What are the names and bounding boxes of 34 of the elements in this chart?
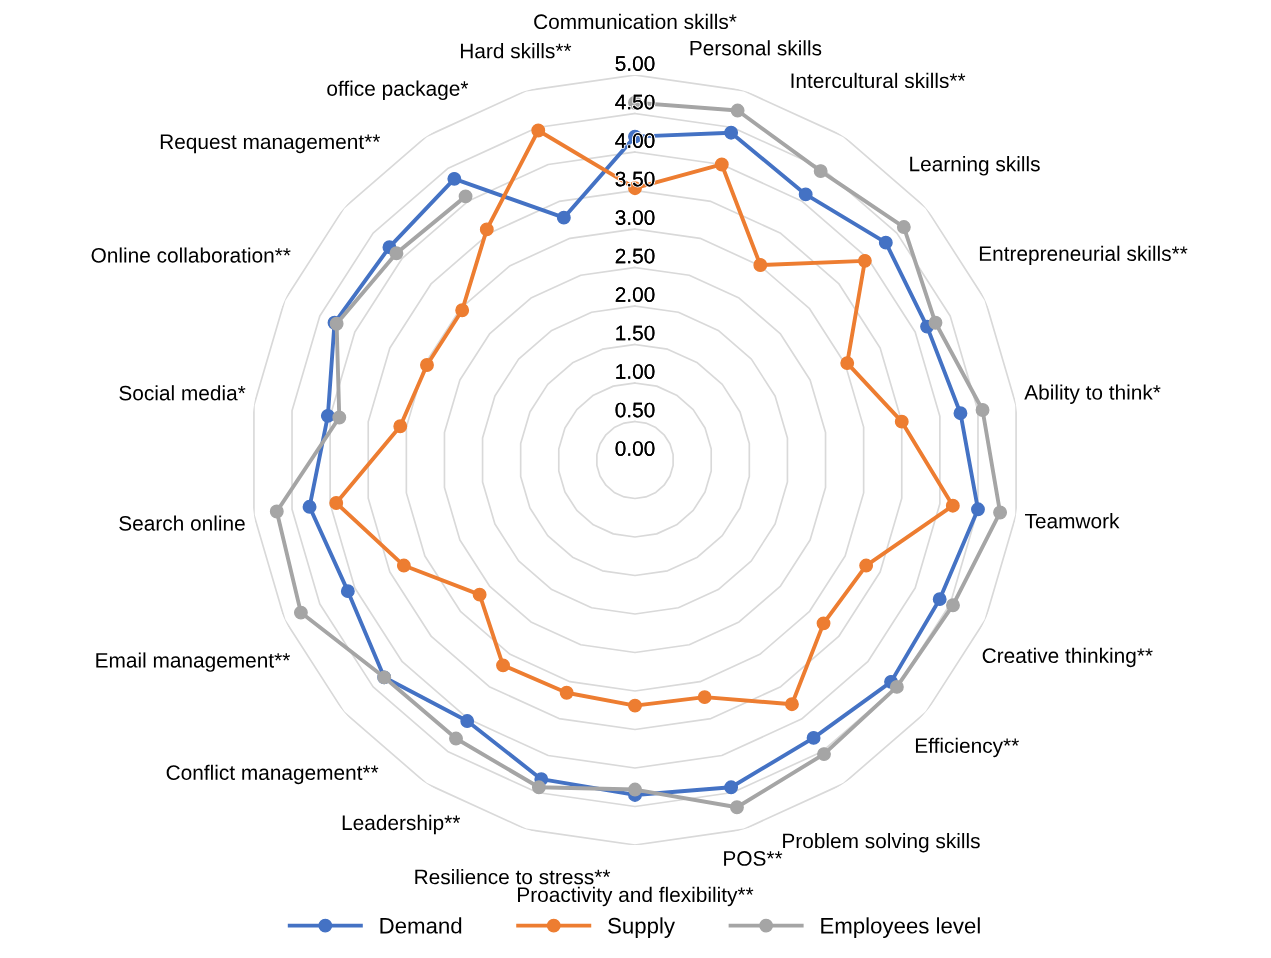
legend-label: Supply [608,917,675,938]
spoke-label: Resilience to stress** [415,869,611,885]
spoke-label: Leadership** [342,814,461,835]
y-tick-label: 2.50 [615,248,655,264]
spoke-label: Personal skills [690,40,822,56]
y-tick-label: 1.50 [616,325,655,341]
spoke-label: Problem solving skills [783,833,980,853]
y-tick-label: 2.00 [615,287,655,302]
spoke-label: Social media* [119,385,246,401]
spoke-label: Email management** [96,652,290,672]
spoke-label: Request management** [160,134,381,154]
y-tick-label: 4.50 [615,94,655,110]
spoke-label: Efficiency** [915,737,1019,758]
spoke-label: Learning skills [910,156,1040,176]
y-tick-label: 1.00 [616,364,655,379]
spoke-label: Online collaboration** [91,247,291,263]
legend-label: Employees level [821,917,980,938]
spoke-label: Conflict management** [166,764,379,785]
spoke-label: Entrepreneurial skills** [979,245,1188,266]
spoke-label: Hard skills** [460,43,572,59]
spoke-label: Communication skills* [534,13,737,30]
spoke-label: Proactivity and flexibility** [518,886,754,907]
spoke-label: Teamwork [1025,513,1120,529]
spoke-label: Intercultural skills** [791,72,966,89]
spoke-label: POS** [724,851,783,866]
y-tick-label: 3.00 [615,210,655,225]
y-tick-label: 5.00 [615,56,655,71]
spoke-label: Search online [119,515,245,531]
spoke-label: Creative thinking** [982,647,1153,668]
y-tick-label: 0.00 [615,441,655,456]
spoke-label: Ability to think* [1024,384,1161,404]
spoke-label: office package* [327,80,469,101]
y-tick-label: 0.50 [615,402,655,418]
legend-label: Demand [380,917,462,934]
